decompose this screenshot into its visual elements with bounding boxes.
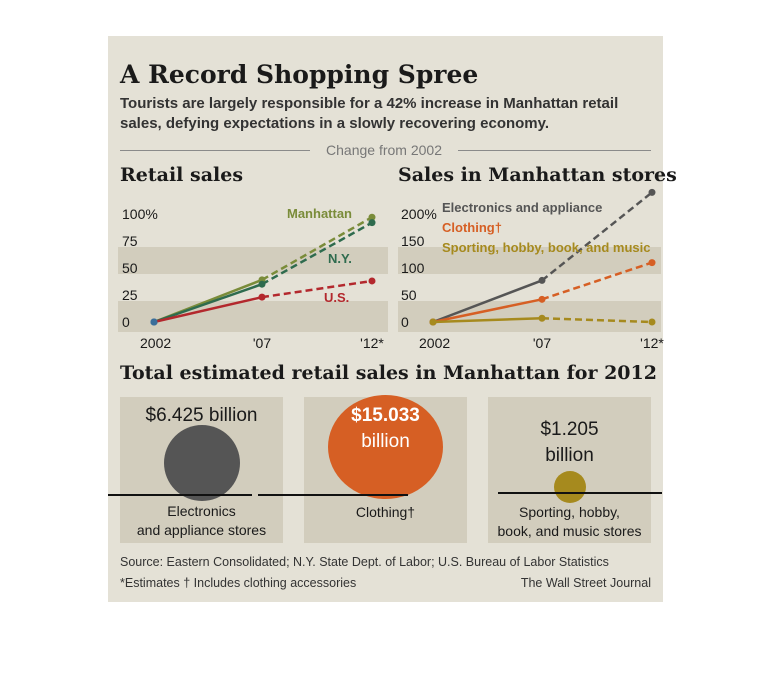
- sporting-bubble: [554, 471, 586, 503]
- change-from-label: Change from 2002: [326, 142, 442, 158]
- retail-data-point: [368, 277, 376, 285]
- footnotes: *Estimates † Includes clothing accessori…: [120, 576, 357, 590]
- retail-y-tick-label: 100%: [122, 206, 158, 222]
- stores-data-point: [538, 295, 546, 303]
- retail-series-line-solid: [153, 295, 263, 324]
- stores-series-line-solid: [432, 298, 543, 324]
- retail-x-tick-label: 2002: [140, 335, 171, 351]
- stores-series-line-dashed: [541, 261, 653, 301]
- retail-x-tick-label: '12*: [360, 335, 384, 351]
- stores-series-line-solid: [432, 316, 543, 324]
- electronics-label-line1: Electronics: [167, 503, 236, 519]
- stores-data-point: [648, 259, 656, 267]
- retail-y-tick-label: 25: [122, 287, 138, 303]
- retail-data-point: [258, 280, 266, 288]
- source-note: Source: Eastern Consolidated; N.Y. State…: [120, 555, 609, 569]
- retail-series-line-dashed: [261, 221, 373, 286]
- retail-y-tick-label: 75: [122, 233, 138, 249]
- chart-title: A Record Shopping Spree: [120, 60, 479, 89]
- stores-y-tick-label: 100: [401, 260, 425, 276]
- retail-series-line-solid: [153, 283, 263, 324]
- stores-baseline-band: [398, 320, 661, 332]
- divider-right: [458, 150, 651, 151]
- retail-sales-title: Retail sales: [120, 164, 244, 186]
- stores-y-tick-label: 50: [401, 287, 417, 303]
- retail-data-point: [258, 293, 266, 301]
- clothing-value-line2: billion: [361, 431, 410, 452]
- overlay-line: [258, 494, 408, 496]
- retail-data-point: [368, 213, 376, 221]
- electronics-label-line2: and appliance stores: [136, 522, 267, 538]
- retail-y-tick-label: 50: [122, 260, 138, 276]
- sporting-value-line1: $1.205: [540, 419, 599, 440]
- stores-x-tick-label: '07: [533, 335, 551, 351]
- clothing-label: Clothing†: [355, 504, 416, 520]
- overlay-line: [108, 494, 252, 496]
- credit: The Wall Street Journal: [520, 576, 651, 590]
- stores-series-label: Clothing†: [442, 220, 502, 235]
- stores-y-tick-label: 200%: [401, 206, 437, 222]
- clothing-box: $15.033 billion Clothing†: [304, 395, 467, 543]
- retail-series-label: Manhattan: [287, 206, 352, 221]
- sporting-label-line1: Sporting, hobby,: [519, 504, 620, 520]
- retail-x-tick-label: '07: [253, 335, 271, 351]
- manhattan-stores-title: Sales in Manhattan stores: [398, 164, 677, 186]
- sporting-value-line2: billion: [545, 445, 594, 466]
- sporting-label-line2: book, and music stores: [497, 523, 642, 539]
- manhattan-stores-chart: 200% 150 100 50 0 2002 '07 '12* Electronics and …: [398, 188, 664, 351]
- stores-series-label: Electronics and appliance: [442, 200, 602, 215]
- stores-series-line-dashed: [541, 316, 653, 324]
- chart-subtitle: Tourists are largely responsible for a 4…: [120, 95, 619, 132]
- stores-x-tick-label: '12*: [640, 335, 664, 351]
- clothing-bubble: [328, 395, 443, 499]
- retail-sales-chart: 100% 75 50 25 0 2002 '07 '12* Manhattan N.Y. U.S.: [118, 206, 388, 351]
- stores-series-line-dashed: [541, 191, 653, 282]
- stores-series-line-solid: [432, 279, 543, 324]
- stores-series-label: Sporting, hobby, book, and music: [442, 240, 650, 255]
- retail-grid-band: [118, 247, 388, 274]
- bubble-section-title: Total estimated retail sales in Manhatta…: [120, 362, 657, 384]
- infographic-card: A Record Shopping Spree Tourists are lar…: [108, 36, 677, 602]
- stores-data-point: [648, 318, 656, 326]
- retail-baseline-band: [118, 320, 388, 332]
- overlay-line: [498, 492, 662, 494]
- stores-y-tick-label: 0: [401, 314, 409, 330]
- sporting-box: $1.205 billion Sporting, hobby, book, an…: [488, 397, 651, 543]
- stores-grid-band: [398, 247, 661, 274]
- retail-series-line-dashed: [261, 216, 373, 281]
- retail-series-line-dashed: [261, 279, 373, 299]
- stores-data-point: [538, 314, 546, 322]
- retail-y-tick-label: 0: [122, 314, 130, 330]
- divider-left: [120, 150, 310, 151]
- electronics-value: $6.425 billion: [145, 405, 258, 426]
- stores-data-point: [429, 318, 437, 326]
- retail-series-label: N.Y.: [328, 251, 352, 266]
- retail-series-label: U.S.: [324, 290, 349, 305]
- electronics-box: $6.425 billion Electronics and appliance…: [120, 397, 283, 543]
- stores-x-tick-label: 2002: [419, 335, 450, 351]
- clothing-value-line1: $15.033: [351, 405, 420, 426]
- stores-y-tick-label: 150: [401, 233, 425, 249]
- retail-data-point: [150, 318, 158, 326]
- stores-data-point: [648, 188, 656, 196]
- electronics-bubble: [164, 425, 240, 501]
- retail-data-point: [368, 219, 376, 227]
- stores-data-point: [538, 276, 546, 284]
